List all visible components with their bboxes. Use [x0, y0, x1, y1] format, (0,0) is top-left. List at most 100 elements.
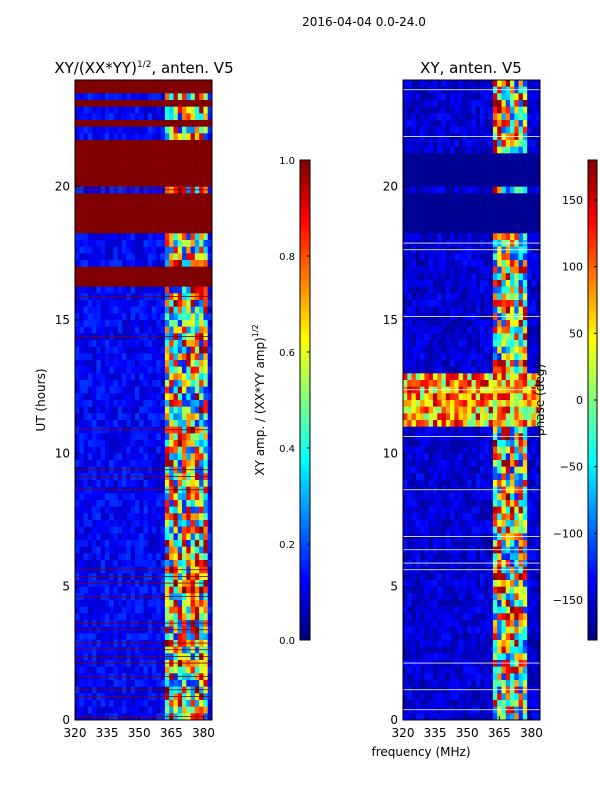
- heatmap-cell: [96, 460, 101, 467]
- heatmap-cell: [437, 93, 442, 101]
- heatmap-cell: [527, 420, 532, 427]
- heatmap-cell: [75, 313, 80, 321]
- heatmap-cell: [428, 246, 434, 254]
- heatmap-cell: [100, 353, 106, 361]
- heatmap-cell: [143, 520, 149, 527]
- heatmap-cell: [207, 506, 213, 514]
- heatmap-cell: [527, 166, 532, 174]
- heatmap-cell: [415, 233, 421, 241]
- heatmap-cell: [182, 706, 187, 714]
- heatmap-cell: [437, 333, 442, 341]
- heatmap-cell: [104, 100, 110, 107]
- heatmap-cell: [117, 526, 123, 534]
- heatmap-cell: [445, 246, 451, 254]
- heatmap-cell: [75, 593, 80, 601]
- heatmap-cell: [164, 586, 170, 594]
- heatmap-cell: [79, 640, 84, 647]
- heatmap-cell: [126, 226, 131, 234]
- colorbar-tick-label: 0.2: [279, 540, 295, 551]
- heatmap-cell: [441, 400, 447, 407]
- heatmap-cell: [467, 286, 472, 294]
- heatmap-cell: [467, 293, 472, 301]
- heatmap-cell: [411, 100, 417, 107]
- heatmap-cell: [492, 360, 498, 367]
- heatmap-cell: [424, 373, 429, 381]
- heatmap-cell: [432, 206, 438, 214]
- heatmap-cell: [186, 420, 191, 427]
- heatmap-cell: [428, 206, 434, 214]
- heatmap-cell: [109, 226, 114, 234]
- heatmap-cell: [462, 200, 468, 207]
- heatmap-cell: [403, 153, 408, 161]
- heatmap-cell: [122, 473, 127, 481]
- heatmap-cell: [190, 580, 196, 587]
- heatmap-cell: [160, 213, 166, 221]
- heatmap-cell: [450, 146, 455, 154]
- heatmap-cell: [109, 186, 114, 194]
- heatmap-cell: [143, 593, 149, 601]
- heatmap-cell: [437, 413, 442, 421]
- heatmap-cell: [147, 213, 153, 221]
- heatmap-cell: [83, 193, 89, 201]
- heatmap-cell: [143, 366, 149, 374]
- heatmap-cell: [194, 120, 200, 127]
- heatmap-cell: [152, 366, 157, 374]
- heatmap-cell: [467, 213, 472, 221]
- heatmap-cell: [441, 133, 447, 141]
- heatmap-cell: [117, 540, 123, 547]
- heatmap-cell: [147, 606, 153, 614]
- heatmap-cell: [475, 366, 481, 374]
- heatmap-cell: [87, 386, 93, 394]
- heatmap-cell: [152, 666, 157, 674]
- heatmap-cell: [109, 560, 114, 567]
- heatmap-cell: [160, 226, 166, 234]
- heatmap-cell: [501, 420, 507, 427]
- heatmap-cell: [169, 173, 174, 181]
- heatmap-cell: [130, 86, 136, 94]
- heatmap-cell: [139, 433, 144, 441]
- heatmap-cell: [173, 253, 179, 261]
- heatmap-cell: [535, 266, 541, 274]
- heatmap-cell: [164, 200, 170, 207]
- heatmap-cell: [403, 420, 408, 427]
- heatmap-cell: [109, 700, 114, 707]
- heatmap-cell: [207, 420, 213, 427]
- heatmap-cell: [505, 146, 511, 154]
- heatmap-cell: [190, 340, 196, 347]
- heatmap-cell: [147, 573, 153, 581]
- heatmap-cell: [134, 93, 140, 101]
- heatmap-cell: [467, 80, 472, 87]
- heatmap-cell: [75, 246, 80, 254]
- heatmap-cell: [173, 293, 179, 301]
- heatmap-cell: [420, 366, 425, 374]
- heatmap-cell: [152, 686, 157, 694]
- heatmap-cell: [527, 313, 532, 321]
- heatmap-cell: [484, 106, 489, 114]
- heatmap-cell: [130, 600, 136, 607]
- heatmap-cell: [450, 426, 455, 434]
- heatmap-cell: [75, 373, 80, 381]
- heatmap-cell: [147, 206, 153, 214]
- heatmap-cell: [169, 306, 174, 314]
- heatmap-cell: [182, 286, 187, 294]
- heatmap-cell: [104, 306, 110, 314]
- heatmap-cell: [156, 300, 161, 307]
- heatmap-cell: [104, 706, 110, 714]
- heatmap-cell: [152, 266, 157, 274]
- heatmap-cell: [497, 326, 502, 334]
- heatmap-cell: [415, 346, 421, 354]
- heatmap-cell: [109, 306, 114, 314]
- heatmap-cell: [143, 500, 149, 507]
- heatmap-cell: [207, 320, 213, 327]
- heatmap-cell: [147, 546, 153, 554]
- heatmap-cell: [186, 160, 191, 167]
- heatmap-cell: [152, 420, 157, 427]
- heatmap-cell: [139, 660, 144, 667]
- heatmap-cell: [117, 406, 123, 414]
- heatmap-cell: [407, 406, 412, 414]
- heatmap-cell: [143, 373, 149, 381]
- heatmap-cell: [117, 713, 123, 721]
- heatmap-cell: [96, 333, 101, 341]
- heatmap-cell: [92, 640, 97, 647]
- heatmap-cell: [96, 93, 101, 101]
